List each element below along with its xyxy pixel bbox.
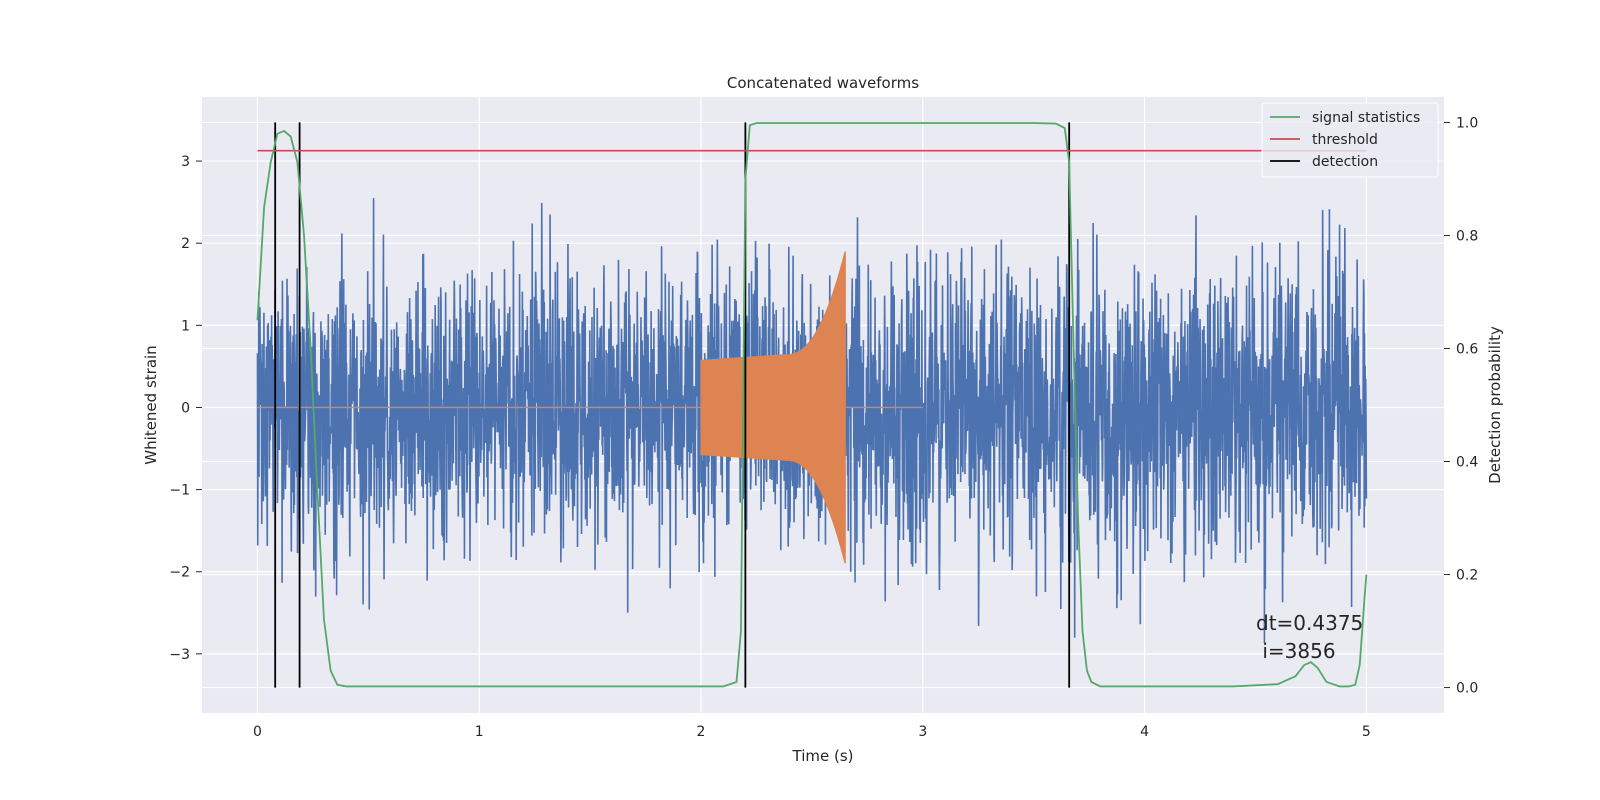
- y-left-tick-label: 1: [181, 318, 190, 334]
- x-tick-label: 5: [1362, 724, 1371, 740]
- template-waveform-series: [257, 251, 923, 564]
- legend-label-detection: detection: [1312, 154, 1378, 170]
- x-axis-ticks: 0 1 2 3 4 5: [253, 724, 1371, 740]
- y-right-tick-label: 1.0: [1456, 115, 1478, 131]
- y-right-tick-label: 0.4: [1456, 455, 1478, 471]
- chart-title: Concatenated waveforms: [727, 74, 919, 92]
- y-left-tick-label: −3: [169, 647, 190, 663]
- y-left-axis-label: Whitened strain: [142, 345, 160, 464]
- annotation-dt: dt=0.4375: [1256, 611, 1363, 635]
- y-right-tick-label: 0.6: [1456, 341, 1478, 357]
- y-right-tick-label: 0.8: [1456, 228, 1478, 244]
- y-right-tick-label: 0.0: [1456, 681, 1478, 697]
- y-left-axis-ticks: −3 −2 −1 0 1 2 3: [169, 154, 202, 663]
- x-tick-label: 3: [918, 724, 927, 740]
- signal-statistics-line: [256, 122, 1368, 688]
- legend-label-signal-statistics: signal statistics: [1312, 110, 1420, 126]
- y-left-tick-label: −2: [169, 565, 190, 581]
- x-tick-label: 4: [1140, 724, 1149, 740]
- detection-lines: [274, 122, 1071, 688]
- y-right-tick-label: 0.2: [1456, 568, 1478, 584]
- y-left-tick-label: 3: [181, 154, 190, 170]
- legend-box: [1261, 102, 1439, 178]
- x-tick-label: 0: [253, 724, 262, 740]
- y-left-tick-label: 2: [181, 236, 190, 252]
- x-tick-label: 2: [697, 724, 706, 740]
- legend: signal statistics threshold detection: [1261, 102, 1439, 178]
- y-right-axis-ticks: 0.0 0.2 0.4 0.6 0.8 1.0: [1444, 115, 1478, 697]
- y-left-tick-label: −1: [169, 483, 190, 499]
- y-right-axis-label: Detection probability: [1486, 326, 1504, 484]
- x-tick-label: 1: [475, 724, 484, 740]
- y-left-tick-label: 0: [181, 400, 190, 416]
- x-axis-label: Time (s): [792, 747, 854, 765]
- annotation-index: i=3856: [1256, 639, 1336, 663]
- data-layer: [256, 122, 1368, 688]
- legend-label-threshold: threshold: [1312, 132, 1378, 148]
